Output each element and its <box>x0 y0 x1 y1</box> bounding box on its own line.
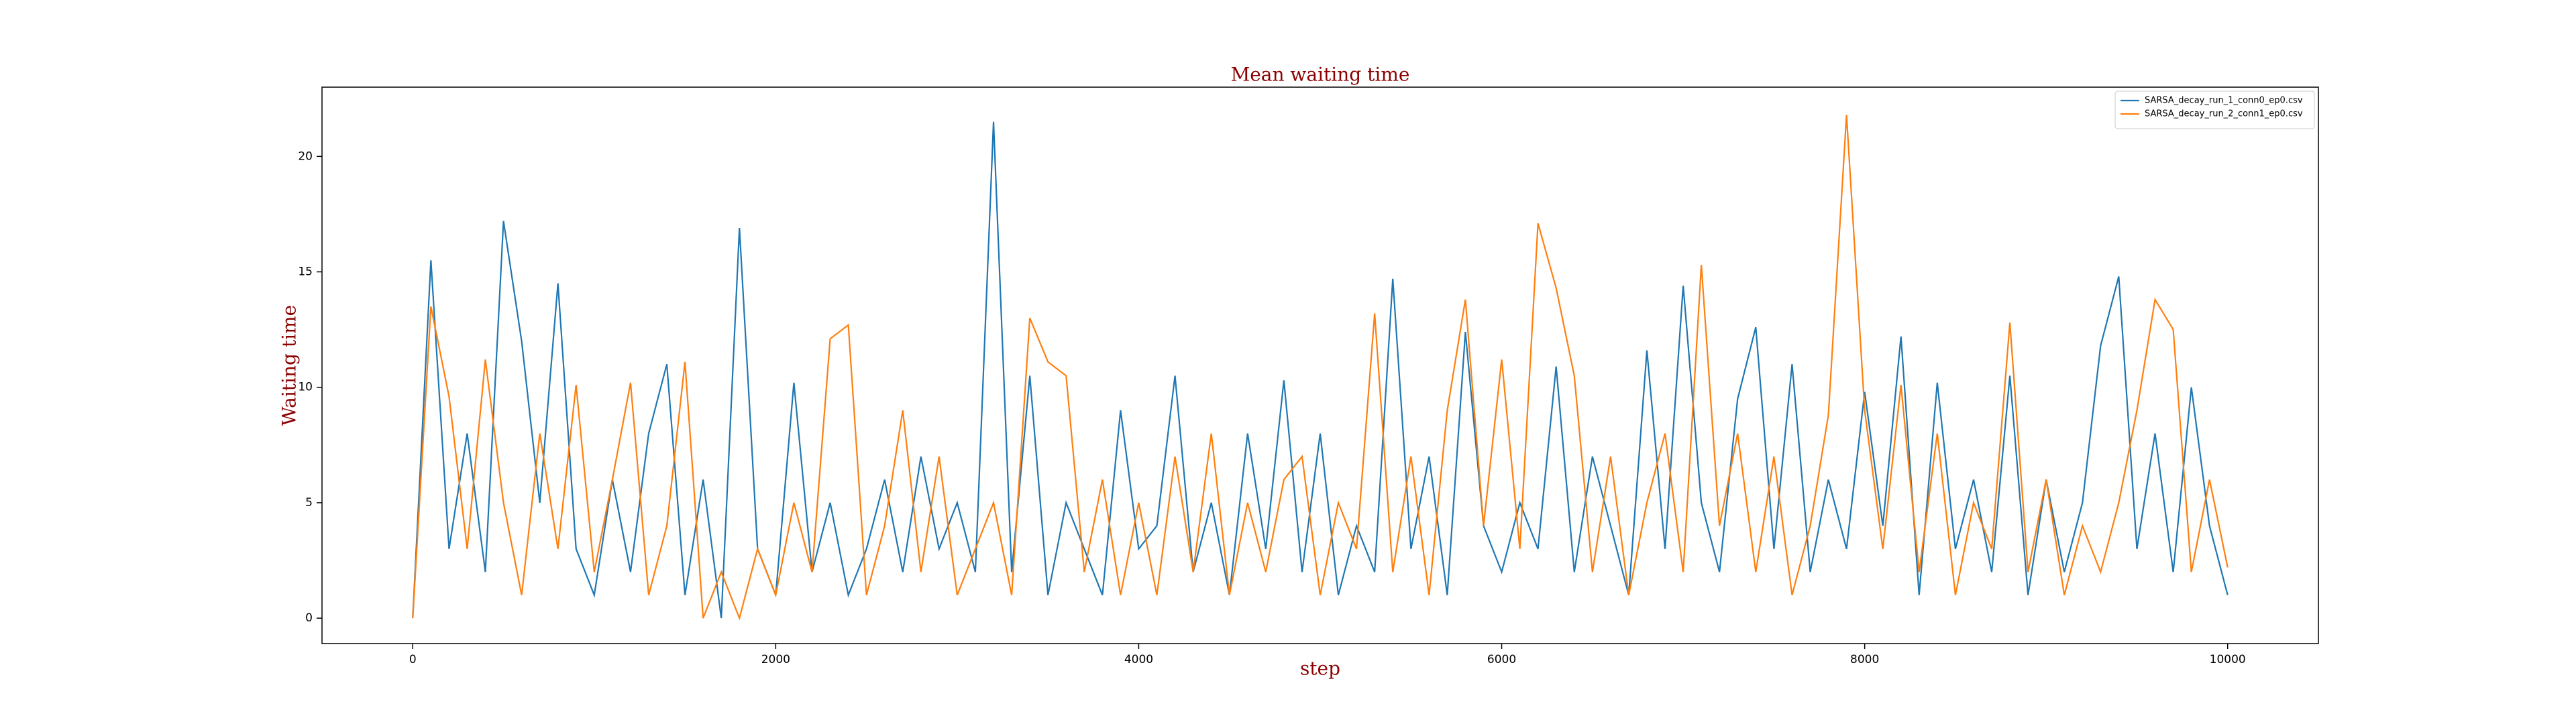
x-tick-label: 6000 <box>1487 653 1516 666</box>
y-tick-label: 20 <box>298 149 313 163</box>
x-axis-label: step <box>1300 658 1340 680</box>
x-tick-label: 0 <box>409 653 417 666</box>
y-tick-label: 10 <box>298 381 313 394</box>
x-tick-label: 8000 <box>1850 653 1879 666</box>
y-axis-label: Waiting time <box>278 305 301 426</box>
legend-label: SARSA_decay_run_1_conn0_ep0.csv <box>2145 96 2303 106</box>
series-line <box>412 115 2229 621</box>
y-tick-label: 0 <box>305 611 313 625</box>
plot-frame <box>321 86 2319 644</box>
legend-box <box>2114 90 2315 129</box>
x-tick-label: 10000 <box>2210 653 2246 666</box>
chart-title: Mean waiting time <box>1231 64 1410 86</box>
y-tick-label: 5 <box>305 496 313 509</box>
x-tick-label: 4000 <box>1124 653 1153 666</box>
y-tick-label: 15 <box>298 265 313 279</box>
x-tick-label: 2000 <box>761 653 790 666</box>
legend-label: SARSA_decay_run_2_conn1_ep0.csv <box>2145 109 2303 119</box>
